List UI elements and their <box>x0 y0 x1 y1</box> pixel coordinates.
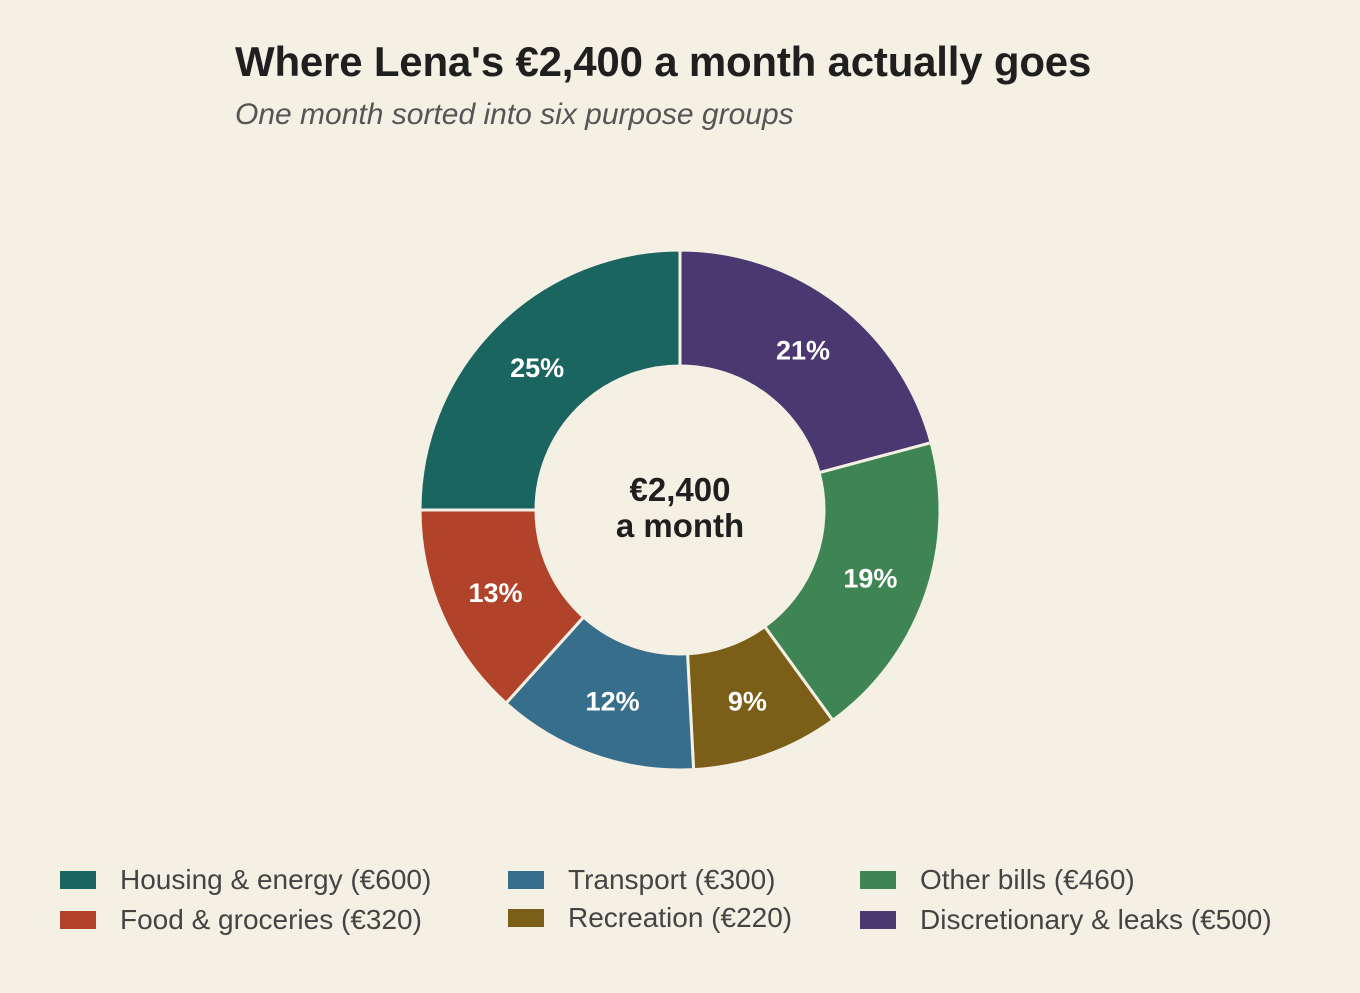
center-period-label: a month <box>616 507 744 544</box>
legend-label-other-bills: Other bills (€460) <box>920 864 1135 895</box>
slice-label-recreation: 9% <box>728 686 767 716</box>
donut-slices <box>418 248 942 772</box>
slice-label-housing-and-energy: 25% <box>510 353 564 383</box>
slice-housing-and-energy <box>418 248 682 512</box>
legend-item-other-bills: Other bills (€460) <box>860 864 1135 896</box>
legend-item-housing: Housing & energy (€600) <box>60 864 431 896</box>
slice-label-discretionary-and-leaks: 21% <box>776 336 830 366</box>
legend: Housing & energy (€600) Food & groceries… <box>0 860 1360 950</box>
chart-title: Where Lena's €2,400 a month actually goe… <box>235 38 1092 85</box>
slice-label-food-and-groceries: 13% <box>468 578 522 608</box>
legend-item-food: Food & groceries (€320) <box>60 904 422 936</box>
legend-swatch-discretionary <box>860 911 896 929</box>
chart-subtitle: One month sorted into six purpose groups <box>235 98 794 131</box>
legend-label-food: Food & groceries (€320) <box>120 904 422 935</box>
legend-label-transport: Transport (€300) <box>568 864 776 895</box>
legend-swatch-recreation <box>508 909 544 927</box>
donut-slice-labels: 21% 19% 9% 12% 13% 25% <box>468 336 897 717</box>
slice-label-other-bills: 19% <box>843 563 897 593</box>
center-total-label: €2,400 <box>630 471 731 508</box>
legend-label-recreation: Recreation (€220) <box>568 902 793 933</box>
legend-label-housing: Housing & energy (€600) <box>120 864 432 895</box>
slice-label-transport: 12% <box>586 686 640 716</box>
legend-swatch-other-bills <box>860 871 896 889</box>
slice-other-bills <box>762 440 942 723</box>
legend-item-recreation: Recreation (€220) <box>508 902 792 934</box>
legend-swatch-transport <box>508 871 544 889</box>
slice-discretionary-and-leaks <box>678 248 933 475</box>
legend-item-discretionary: Discretionary & leaks (€500) <box>860 904 1272 936</box>
legend-item-transport: Transport (€300) <box>508 864 776 896</box>
legend-swatch-food <box>60 911 96 929</box>
legend-swatch-housing <box>60 871 96 889</box>
legend-label-discretionary: Discretionary & leaks (€500) <box>920 904 1272 935</box>
